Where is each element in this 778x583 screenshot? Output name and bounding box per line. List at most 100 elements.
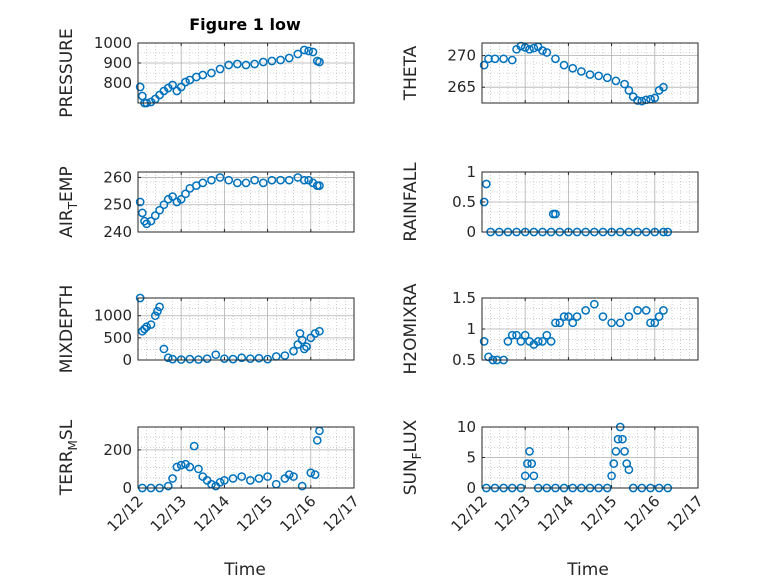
data-point	[289, 472, 298, 481]
data-point	[479, 337, 489, 346]
data-point	[241, 178, 251, 188]
data-point	[555, 318, 565, 328]
data-point	[594, 71, 603, 81]
x-tick-label: 12/16	[620, 492, 663, 535]
data-point	[523, 459, 532, 468]
data-point	[650, 93, 660, 103]
data-point	[611, 447, 621, 456]
data-point	[520, 471, 530, 481]
y-tick-label: 0.5	[452, 193, 476, 211]
data-point	[551, 209, 560, 219]
data-point	[503, 337, 513, 346]
data-point	[598, 312, 608, 321]
axes-box	[481, 297, 699, 361]
axes-box	[481, 42, 699, 104]
data-point	[168, 80, 177, 90]
data-point	[168, 192, 177, 201]
data-point	[150, 311, 160, 321]
data-point	[499, 54, 508, 64]
data-point	[220, 354, 229, 364]
y-tick-label: 0	[466, 479, 476, 497]
data-point	[525, 44, 534, 54]
data-point	[289, 346, 298, 356]
data-point	[551, 54, 560, 64]
data-point	[618, 434, 627, 444]
data-point	[233, 59, 242, 69]
x-tick-label: 12/14	[190, 492, 233, 535]
data-point	[620, 79, 629, 89]
data-point	[211, 350, 221, 360]
y-tick-label: 0.5	[452, 351, 476, 369]
data-point	[163, 353, 173, 363]
data-point	[527, 459, 537, 468]
data-point	[202, 354, 212, 364]
data-point	[228, 474, 238, 483]
data-point	[233, 178, 242, 188]
data-point	[258, 57, 268, 67]
data-point	[155, 302, 164, 312]
data-point	[310, 329, 320, 338]
data-point	[159, 344, 169, 354]
data-point	[533, 337, 543, 346]
axes-box	[137, 297, 355, 361]
data-point	[315, 57, 324, 67]
subplot-mixdepth: 0 500 1000 MIXDEPTH	[57, 285, 355, 373]
data-point	[263, 472, 272, 481]
subplot-pressure: 800 900 1000 PRESSURE	[57, 28, 355, 118]
data-point	[153, 306, 162, 316]
data-point	[516, 337, 526, 346]
data-point	[155, 205, 164, 215]
data-point	[215, 477, 225, 487]
data-point	[293, 49, 303, 59]
data-point	[542, 48, 552, 57]
subplot-air-temp: 240 250 260 AIRTEMP	[57, 166, 355, 241]
data-point	[613, 434, 623, 444]
data-point	[520, 43, 530, 52]
data-point	[198, 70, 208, 80]
y-tick-label: 0	[466, 223, 476, 241]
data-point	[215, 64, 225, 74]
subplot-h2omixra: 0.5 1 1.5 H2OMIXRA	[401, 283, 699, 375]
data-point	[479, 60, 489, 70]
data-point	[302, 342, 311, 352]
y-tick-label: 240	[103, 223, 132, 241]
data-point	[237, 472, 247, 481]
data-point	[315, 181, 324, 190]
y-tick-label: 270	[447, 47, 476, 65]
data-point	[507, 55, 517, 65]
data-point	[538, 46, 547, 55]
axes-box	[137, 171, 355, 233]
data-point	[185, 462, 195, 472]
data-point	[284, 53, 294, 63]
subplot-terr-msl: 12/12 12/13 12/14 12/15 12/16 12/17 0 200 TERRMS…	[57, 419, 363, 535]
data-point	[293, 340, 303, 349]
data-point	[241, 60, 251, 70]
y-axis-label: H2OMIXRA	[401, 283, 421, 374]
data-point	[304, 46, 313, 56]
data-point	[542, 330, 552, 340]
data-point	[150, 211, 160, 220]
data-point	[315, 326, 324, 336]
data-point	[512, 330, 521, 340]
y-tick-label: 1	[466, 163, 476, 181]
y-axis-label: SUNFLUX	[401, 419, 424, 495]
y-axis-label: PRESSURE	[57, 28, 77, 117]
data-point	[589, 299, 599, 309]
data-point	[250, 59, 259, 69]
data-point	[198, 178, 208, 188]
data-point	[137, 208, 147, 218]
data-point	[245, 354, 255, 364]
x-tick-label: 12/15	[577, 492, 620, 535]
data-point	[176, 460, 186, 470]
x-axis-label-right: Time	[566, 560, 609, 580]
data-point	[654, 312, 664, 321]
x-tick-label: 12/13	[147, 492, 190, 535]
y-tick-label: 1000	[94, 307, 132, 325]
y-tick-label: 200	[103, 441, 132, 459]
data-point	[250, 175, 259, 185]
data-point	[284, 470, 294, 480]
data-point	[624, 312, 634, 321]
data-point	[181, 189, 190, 199]
